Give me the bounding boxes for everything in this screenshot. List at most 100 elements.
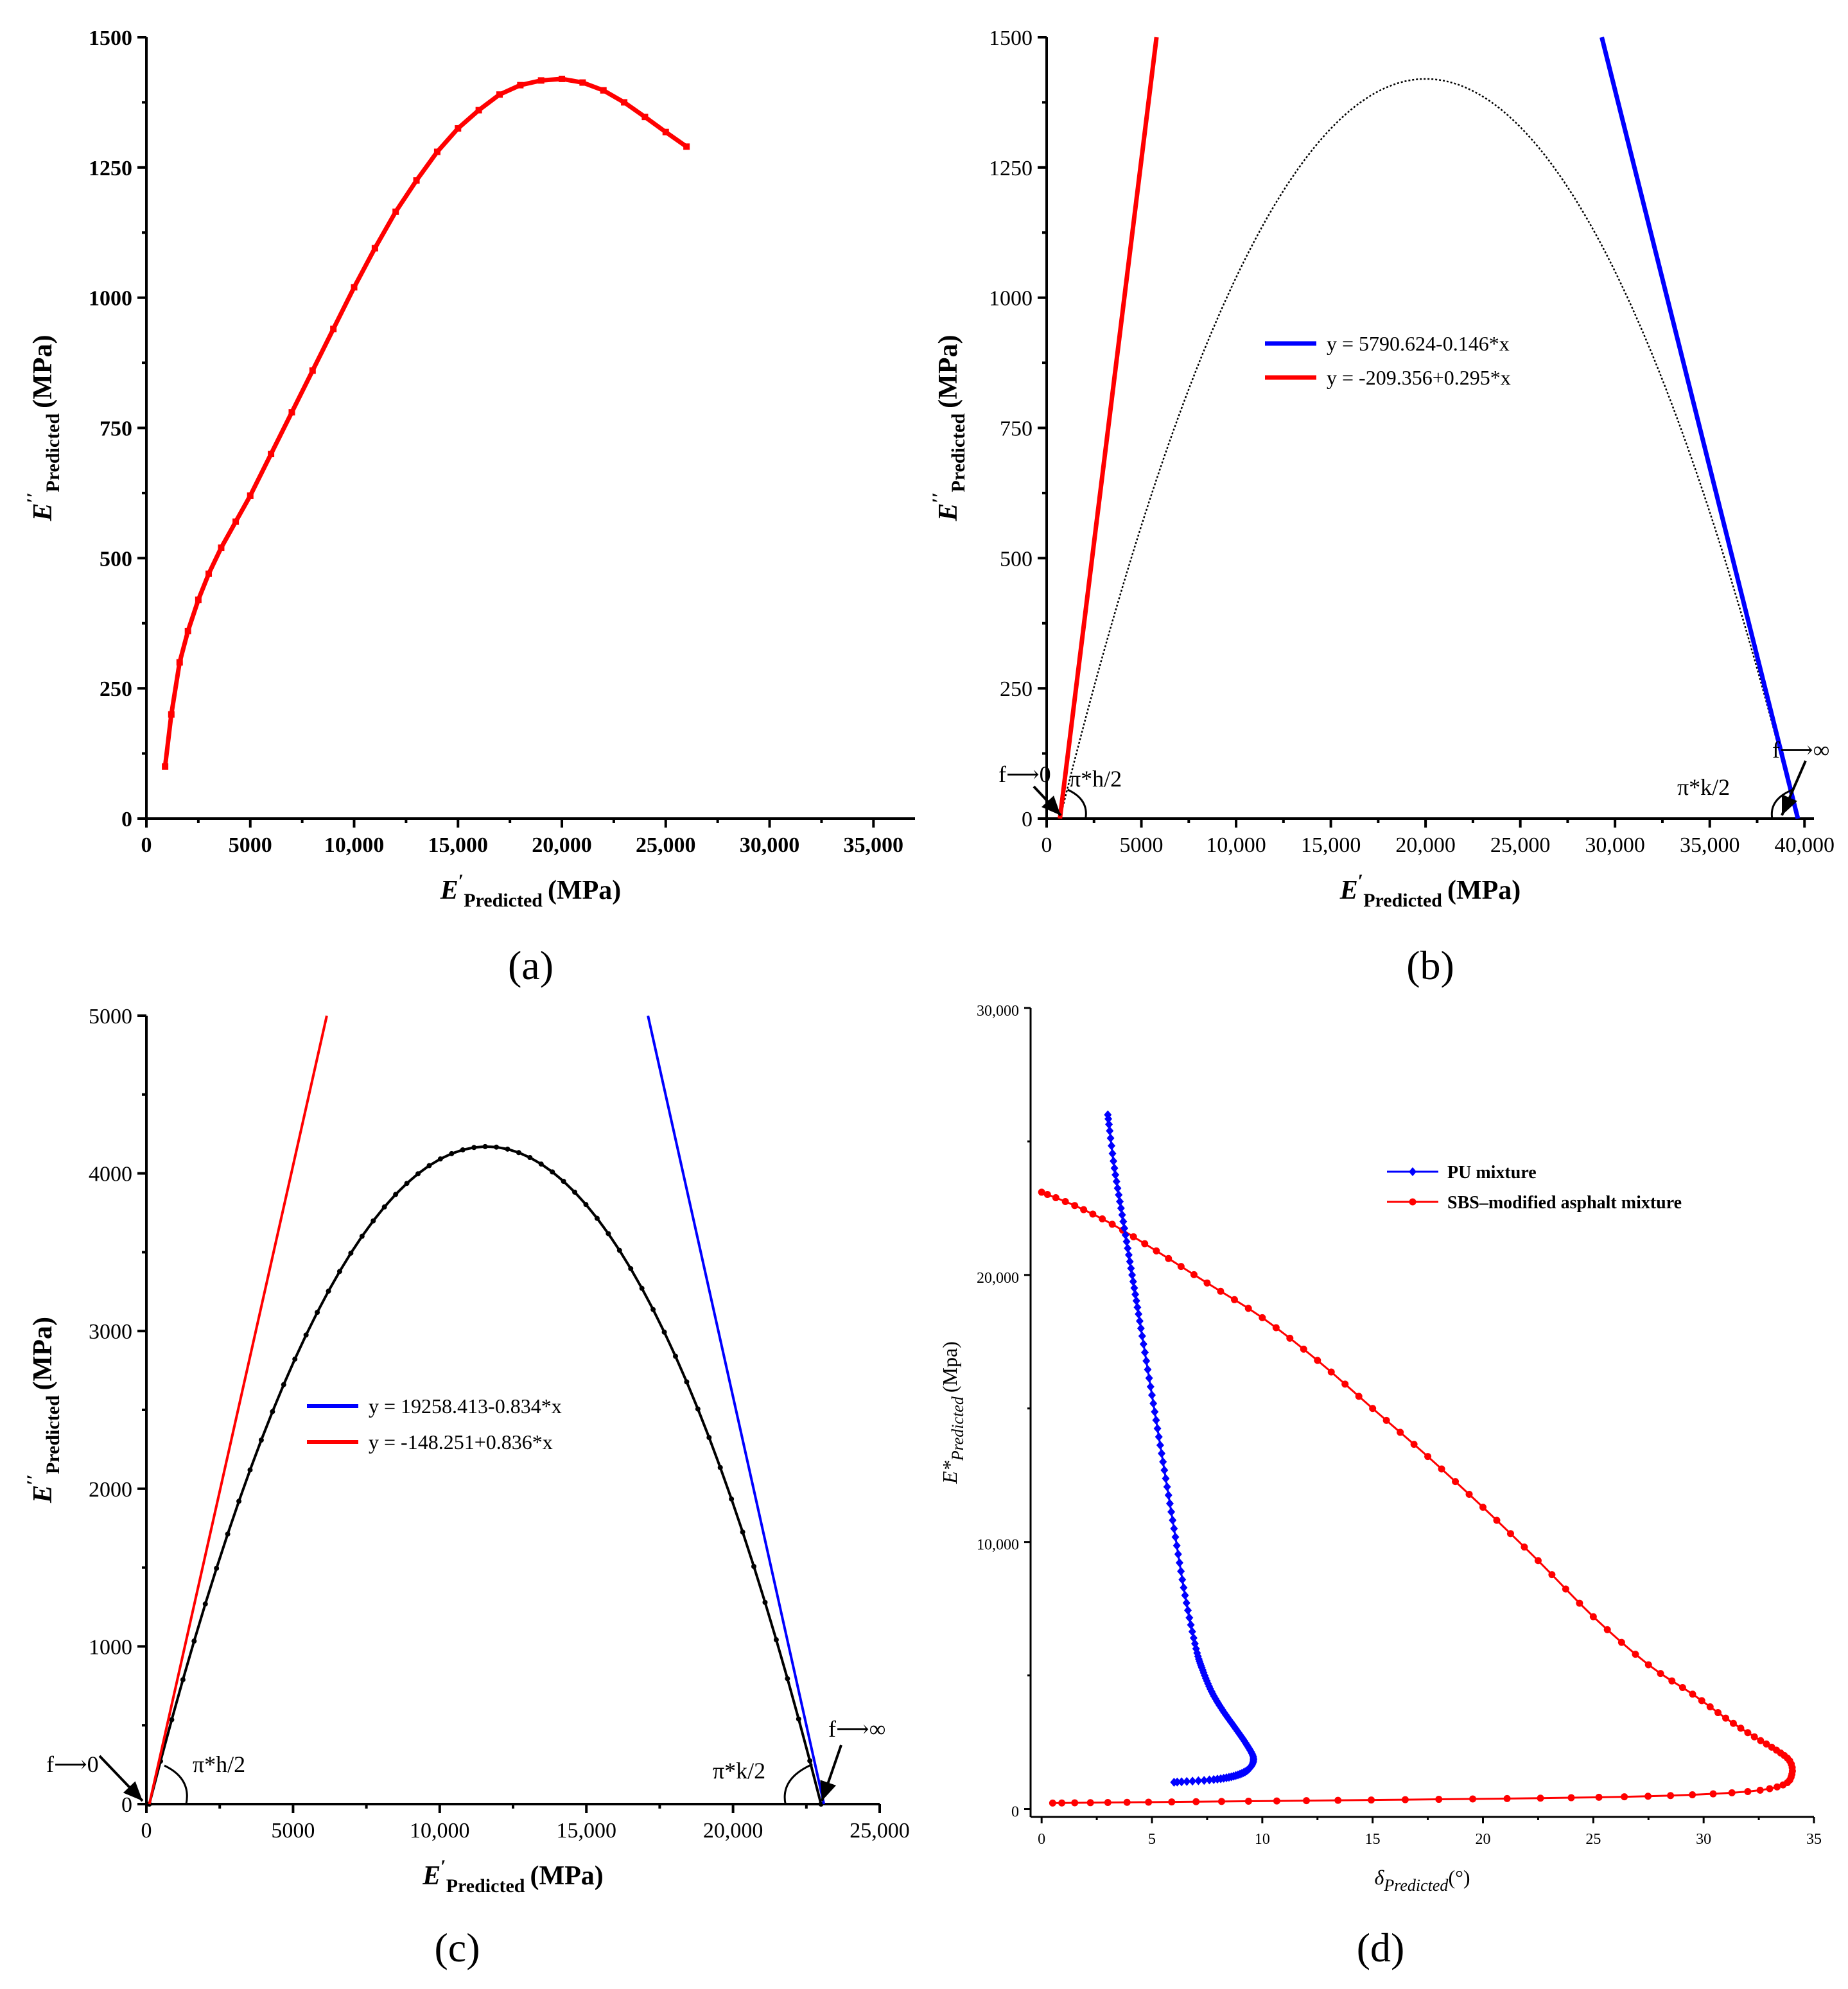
data-point: [662, 128, 669, 135]
data-point: [1314, 1357, 1321, 1364]
x-tick-label: 10,000: [1206, 833, 1266, 857]
annotation-f-to-inf: f⟶∞: [828, 1716, 885, 1742]
curve-point: [191, 1638, 197, 1644]
x-tick-label: 20,000: [1395, 833, 1456, 857]
curve-point: [661, 1329, 667, 1335]
curve-point: [326, 1289, 331, 1294]
curve-point: [695, 1406, 701, 1412]
series-line: [162, 76, 688, 767]
data-point: [1205, 1775, 1214, 1785]
blue-tangent-line: [1600, 37, 1800, 819]
data-point: [1139, 1339, 1147, 1349]
data-point: [1698, 1697, 1705, 1705]
angle-arc-k: [1770, 788, 1793, 819]
angle-arc-k: [783, 1763, 813, 1805]
data-point: [1190, 1271, 1198, 1278]
y-tick-label: 750: [1000, 417, 1033, 441]
x-tick-label: 0: [141, 833, 152, 857]
data-point: [1188, 1627, 1196, 1637]
data-point: [1146, 1382, 1155, 1391]
data-point: [1479, 1504, 1487, 1511]
curve-point: [292, 1356, 298, 1362]
data-point: [1382, 1416, 1390, 1424]
cole-cole-curve: [148, 1145, 823, 1805]
data-point: [1080, 1206, 1088, 1213]
y-tick-label: 1500: [89, 26, 132, 50]
data-point: [1244, 1798, 1252, 1805]
data-point: [1138, 1332, 1146, 1341]
curve-point: [494, 1144, 500, 1150]
y-tick-label: 500: [1000, 547, 1033, 571]
data-point: [1192, 1798, 1200, 1805]
y-tick-label: 750: [100, 417, 132, 441]
data-point: [288, 409, 295, 416]
data-point: [1177, 1567, 1185, 1576]
data-point: [1110, 1156, 1118, 1166]
y-axis-label: E′′Predicted (MPa): [928, 335, 969, 522]
data-point: [1155, 1432, 1163, 1441]
axis-label-symbol: E: [1339, 876, 1358, 905]
curve-point: [594, 1215, 600, 1221]
data-point: [475, 107, 482, 114]
data-point: [205, 570, 213, 577]
data-point: [1124, 1244, 1132, 1253]
data-point: [1230, 1296, 1238, 1303]
data-point: [309, 367, 316, 374]
data-point: [1203, 1279, 1211, 1287]
axis-label-subscript: Predicted: [1363, 890, 1442, 911]
data-point: [455, 125, 462, 132]
y-tick-label: 1500: [989, 26, 1033, 50]
y-tick-label: 0: [1022, 808, 1033, 831]
data-point: [1595, 1793, 1603, 1801]
curve-point: [527, 1155, 533, 1161]
panel-d: 0 5 10 15 20 25 30 35 0 10,000 20,000 30,000 PU mixt…: [938, 1003, 1822, 1970]
data-point: [184, 627, 191, 634]
data-point: [1178, 1777, 1186, 1787]
data-point: [1163, 1482, 1171, 1491]
curve-point: [281, 1382, 286, 1387]
cole-cole-curve: [1059, 78, 1798, 819]
series-line: [1041, 1191, 1793, 1804]
axis-label-subscript: Predicted: [42, 413, 64, 492]
data-point: [1141, 1348, 1149, 1357]
data-point: [600, 87, 607, 94]
data-point: [1124, 1250, 1133, 1260]
curve-point: [180, 1677, 186, 1683]
arrow-finf-head: [1782, 794, 1797, 815]
data-point: [1632, 1651, 1639, 1658]
axis-label-unit: (MPa): [1447, 876, 1521, 905]
data-point: [1108, 1220, 1116, 1228]
annotation-f-to-0: f⟶0: [998, 761, 1051, 787]
data-point: [1167, 1507, 1176, 1516]
curve-point: [740, 1529, 745, 1535]
x-tick-label: 20,000: [532, 833, 592, 857]
annotation-pi-h: π*h/2: [193, 1751, 245, 1777]
curve-point: [807, 1758, 813, 1764]
data-point: [1469, 1795, 1477, 1803]
data-point: [1058, 1799, 1066, 1807]
data-point: [1217, 1287, 1225, 1295]
data-point: [1334, 1796, 1342, 1804]
x-tick-label: 15,000: [1301, 833, 1361, 857]
data-point: [1576, 1599, 1583, 1607]
curve-point: [717, 1464, 723, 1470]
data-point: [1049, 1799, 1056, 1807]
y-tick-label: 250: [100, 677, 132, 701]
axis-label-symbol: E: [934, 503, 963, 521]
y-tick-label: 10,000: [977, 1537, 1019, 1554]
curve-point: [225, 1531, 231, 1537]
data-point: [1110, 1163, 1119, 1173]
curve-point: [628, 1265, 634, 1271]
data-point: [496, 91, 503, 98]
data-point: [1123, 1798, 1131, 1806]
x-tick-label: 25: [1585, 1831, 1601, 1848]
red-tangent-line: [1058, 37, 1159, 819]
data-point: [218, 544, 225, 552]
data-point: [1327, 1368, 1335, 1376]
data-point: [1061, 1197, 1069, 1205]
axis-label-symbol: δ: [1374, 1866, 1384, 1889]
data-point: [1303, 1797, 1311, 1805]
data-point: [1184, 1606, 1192, 1615]
y-axis-label: E′′Predicted (MPa): [23, 1317, 64, 1504]
y-tick-label: 250: [1000, 677, 1033, 701]
